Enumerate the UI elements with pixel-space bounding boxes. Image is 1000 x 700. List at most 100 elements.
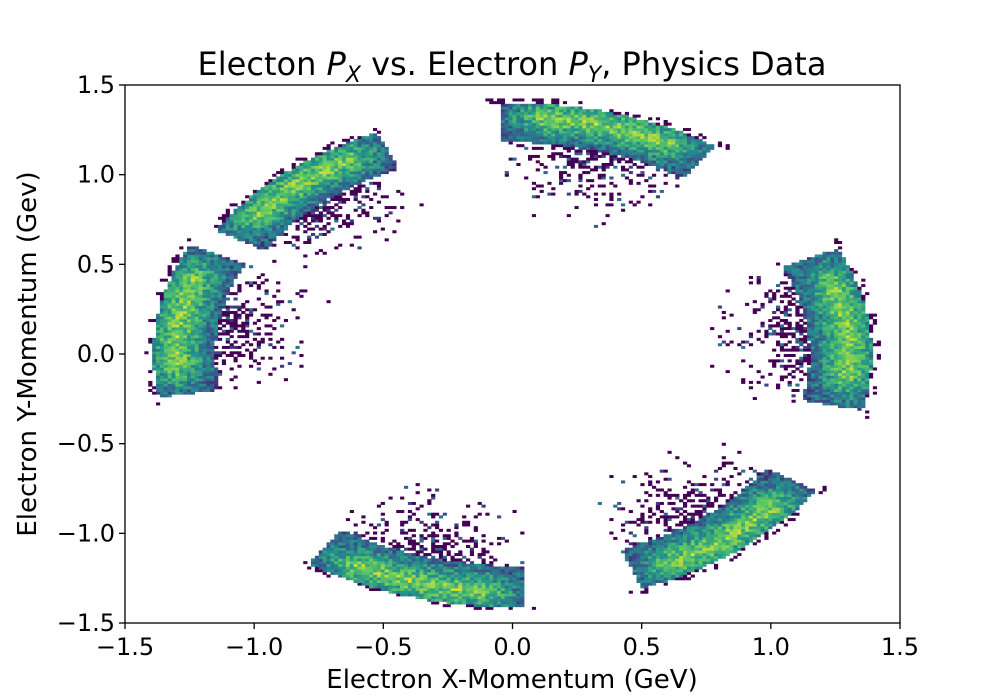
heatmap-bin xyxy=(543,109,548,113)
heatmap-bin xyxy=(562,117,568,121)
heatmap-bin xyxy=(648,571,653,575)
heatmap-bin xyxy=(252,308,258,312)
heatmap-bin xyxy=(543,128,548,132)
heatmap-bin xyxy=(330,141,335,145)
heatmap-bin xyxy=(624,550,630,554)
heatmap-bin xyxy=(663,520,668,524)
heatmap-bin xyxy=(183,257,188,261)
heatmap-bin xyxy=(702,493,707,497)
heatmap-bin xyxy=(237,219,242,223)
heatmap-bin xyxy=(194,340,199,344)
heatmap-bin xyxy=(252,232,258,236)
heatmap-bin xyxy=(446,542,451,546)
heatmap-bin xyxy=(752,526,757,530)
heatmap-bin xyxy=(349,189,354,193)
heatmap-bin xyxy=(171,273,176,277)
heatmap-bin xyxy=(330,206,335,210)
heatmap-bin xyxy=(729,461,734,465)
heatmap-bin xyxy=(555,138,560,142)
heatmap-bin xyxy=(504,582,509,586)
heatmap-bin xyxy=(675,566,680,570)
heatmap-bin xyxy=(342,181,347,185)
heatmap-bin xyxy=(516,138,521,142)
heatmap-bin xyxy=(636,119,641,123)
heatmap-bin xyxy=(264,278,269,282)
heatmap-bin xyxy=(214,284,219,288)
heatmap-bin xyxy=(481,588,486,592)
heatmap-bin xyxy=(163,383,168,387)
heatmap-bin xyxy=(737,510,742,514)
heatmap-bin xyxy=(225,354,230,357)
heatmap-bin xyxy=(733,501,738,505)
heatmap-bin xyxy=(318,181,323,185)
heatmap-bin xyxy=(652,569,657,573)
heatmap-bin xyxy=(380,501,385,505)
heatmap-bin xyxy=(466,523,471,527)
heatmap-bin xyxy=(582,144,587,148)
heatmap-bin xyxy=(721,515,726,519)
heatmap-bin xyxy=(690,553,695,557)
heatmap-bin xyxy=(349,222,354,226)
heatmap-bin xyxy=(229,203,234,207)
heatmap-bin xyxy=(314,192,320,196)
heatmap-bin xyxy=(431,579,436,583)
heatmap-bin xyxy=(187,335,192,339)
heatmap-bin xyxy=(202,321,207,325)
heatmap-bin xyxy=(295,345,300,349)
heatmap-bin xyxy=(411,588,416,592)
heatmap-bin xyxy=(745,510,750,514)
heatmap-bin xyxy=(233,297,238,301)
heatmap-bin xyxy=(543,165,548,169)
heatmap-bin xyxy=(411,512,416,516)
heatmap-bin xyxy=(245,219,250,223)
heatmap-bin xyxy=(686,157,692,161)
heatmap-bin xyxy=(617,152,622,156)
heatmap-bin xyxy=(725,544,730,548)
heatmap-bin xyxy=(322,157,327,161)
heatmap-bin xyxy=(210,380,215,384)
heatmap-bin xyxy=(190,302,196,306)
heatmap-bin xyxy=(628,136,633,140)
heatmap-bin xyxy=(218,337,223,341)
heatmap-bin xyxy=(322,189,327,193)
heatmap-bin xyxy=(551,138,556,142)
heatmap-bin xyxy=(714,523,719,527)
heatmap-bin xyxy=(733,544,738,548)
heatmap-bin xyxy=(202,327,207,331)
heatmap-bin xyxy=(369,523,374,527)
heatmap-bin xyxy=(229,324,234,328)
heatmap-bin xyxy=(206,284,211,288)
heatmap-bin xyxy=(171,327,176,331)
heatmap-bin xyxy=(175,327,180,331)
heatmap-bin xyxy=(202,278,207,282)
heatmap-bin xyxy=(252,222,258,226)
heatmap-bin xyxy=(683,173,688,177)
heatmap-bin xyxy=(469,561,475,565)
heatmap-bin xyxy=(543,130,548,134)
heatmap-bin xyxy=(601,144,606,148)
heatmap-bin xyxy=(477,604,482,608)
heatmap-bin xyxy=(659,579,664,583)
heatmap-bin xyxy=(299,222,304,226)
heatmap-bin xyxy=(512,566,517,570)
heatmap-bin xyxy=(415,563,420,567)
heatmap-bin xyxy=(659,136,664,140)
heatmap-bin xyxy=(175,378,180,382)
heatmap-bin xyxy=(156,343,161,347)
heatmap-bin xyxy=(194,343,199,347)
heatmap-bin xyxy=(725,528,730,532)
heatmap-bin xyxy=(334,542,339,546)
heatmap-bin xyxy=(369,547,374,551)
heatmap-bin xyxy=(241,327,246,331)
heatmap-bin xyxy=(384,571,389,575)
heatmap-bin xyxy=(206,278,211,282)
heatmap-bin xyxy=(435,544,440,548)
heatmap-bin xyxy=(237,227,242,231)
heatmap-bin xyxy=(477,606,482,610)
heatmap-bin xyxy=(214,370,219,374)
heatmap-bin xyxy=(621,117,626,121)
heatmap-bin xyxy=(163,391,168,395)
heatmap-bin xyxy=(163,300,168,304)
heatmap-bin xyxy=(400,590,405,594)
heatmap-bin xyxy=(644,561,649,565)
